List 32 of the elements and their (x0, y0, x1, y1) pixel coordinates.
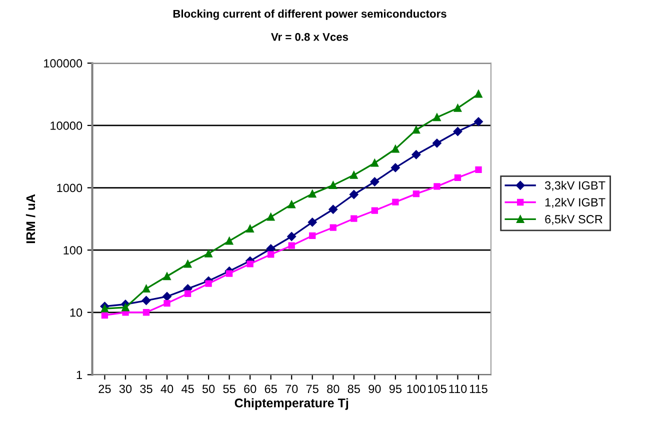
x-tick-label: 70 (286, 384, 298, 394)
x-tick-label: 85 (348, 384, 360, 394)
x-tick-label: 50 (202, 384, 215, 394)
y-tick-label: 1000 (57, 184, 82, 192)
y-tick-label: 100000 (44, 59, 82, 68)
x-tick-label: 105 (428, 384, 446, 394)
x-tick-label: 100 (407, 384, 426, 394)
x-tick-label: 80 (327, 384, 340, 394)
y-tick-label: 10000 (50, 121, 82, 130)
x-tick-label: 60 (244, 384, 256, 394)
chart-subtitle: Vr = 0.8 x Vces (271, 33, 348, 41)
x-tick-label: 75 (306, 384, 318, 394)
x-tick-label: 95 (389, 384, 402, 394)
x-tick-label: 65 (264, 384, 277, 394)
legend-label: 1,2kV IGBT (545, 198, 606, 208)
chart-title: Blocking current of different power semiconductors (173, 10, 446, 20)
legend-label: 6,5kV SCR (545, 214, 602, 225)
x-tick-label: 40 (160, 384, 174, 394)
x-tick-label: 90 (368, 384, 381, 394)
y-tick-label: 1 (76, 370, 82, 379)
x-tick-label: 25 (98, 384, 111, 394)
x-tick-label: 110 (449, 384, 467, 394)
x-tick-label: 30 (119, 384, 132, 394)
y-axis-title: IRM / uA (26, 194, 36, 244)
x-tick-label: 45 (181, 384, 194, 394)
x-tick-label: 35 (140, 384, 152, 394)
y-tick-label: 100 (64, 246, 82, 254)
legend-label: 3,3kV IGBT (544, 180, 606, 191)
x-tick-label: 115 (470, 384, 488, 394)
x-axis-title: Chiptemperature Tj (234, 398, 348, 410)
x-tick-label: 55 (223, 384, 236, 394)
y-tick-label: 10 (70, 308, 82, 317)
